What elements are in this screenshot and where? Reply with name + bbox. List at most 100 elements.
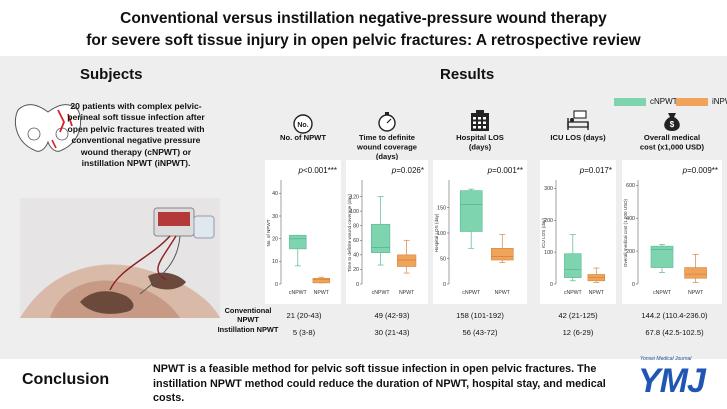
chart-panel-1: No. No. of NPWT p<0.001*** 0 10 20 30 40 No. of … [265,114,341,304]
results-heading: Results [440,66,495,83]
y-tick-label: 40 [272,191,278,197]
svg-text:$: $ [670,120,675,129]
iqr-box [650,245,674,268]
cell-npwt-instillation: 5 (3-8) [292,328,316,337]
journal-name: Yonsei Medical Journal [640,356,692,362]
y-tick-label: 20 [272,236,278,242]
plot-area [433,160,527,304]
y-tick-label: 150 [437,205,446,211]
p-value: p=0.017* [579,166,612,175]
chart-panel-5: $ Overall medical cost (x1,000 USD) p=0.009… [622,113,722,304]
row-header-conventional: Conventional NPWT [224,306,272,324]
y-axis-label: Overall medical cost (1,000 USD) [623,198,628,267]
y-tick-label: 400 [626,216,635,222]
p-value: p=0.001** [487,166,523,175]
cell-icu-conventional: 42 (21-125) [558,311,598,320]
x-tick-label: NPWT [399,290,415,296]
iqr-box [684,267,707,279]
y-tick-label: 0 [550,282,553,288]
chart-title: Time to definite wound coverage (days) [356,133,417,161]
y-tick-label: 300 [544,186,553,192]
legend-label-cnpwt: cNPWT [650,97,678,106]
box-inpwt [587,267,606,283]
cell-coverage-conventional: 49 (42-93) [374,311,410,320]
chart-panel-4: ICU LOS (days) p=0.017* 0 100 200 300 ICU LOS … [540,110,616,304]
box-inpwt [490,234,514,263]
p-value: p=0.009** [682,166,718,175]
y-tick-label: 80 [353,224,359,230]
stopwatch-icon [378,112,396,132]
y-tick-label: 600 [626,183,635,189]
y-tick-label: 20 [353,267,359,273]
box-cnpwt [289,234,307,267]
x-tick-label: NPWT [495,290,511,296]
y-tick-label: 60 [353,238,359,244]
npwt-illustration [20,198,220,318]
y-tick-label: 200 [544,218,553,224]
svg-text:No.: No. [297,122,308,129]
y-tick-label: 10 [272,259,278,265]
box-cnpwt [459,188,483,249]
conclusion-text: NPWT is a feasible method for pelvic sof… [153,363,606,404]
box-inpwt [312,276,331,284]
page-title: Conventional versus instillation negativ… [0,8,727,52]
money-bag-icon: $ [664,113,680,131]
p-value: p<0.001*** [298,166,337,175]
iqr-box [397,254,417,267]
y-axis-label: No. of NPWT [266,219,271,246]
chart-title: Hospital LOS (days) [456,133,504,152]
no-icon: No. [293,114,313,134]
journal-logo: YMJ [638,362,706,400]
chart-title: Overall medical cost (x1,000 USD) [640,133,705,152]
cell-npwt-conventional: 21 (20-43) [286,311,322,320]
x-tick-label: NPWT [589,290,605,296]
plot-area [622,160,722,304]
row-header-instillation: Instillation NPWT [217,325,279,334]
x-tick-label: NPWT [314,290,330,296]
cell-icu-instillation: 12 (6-29) [562,328,594,337]
y-tick-label: 50 [440,256,446,262]
y-axis-label: Hospital LOS (day) [434,213,439,252]
y-axis-label: ICU LOS (day) [541,217,546,248]
chart-title: No. of NPWT [280,133,326,142]
chart-title: ICU LOS (days) [550,133,606,142]
iqr-box [459,190,483,232]
iqr-box [370,223,391,253]
cell-coverage-instillation: 30 (21-43) [374,328,410,337]
title-line-1: Conventional versus instillation negativ… [120,10,607,27]
x-tick-label: cNPWT [564,290,583,296]
x-tick-label: NPWT [688,290,704,296]
icu-bed-icon [567,110,589,130]
y-tick-label: 40 [353,253,359,259]
y-tick-label: 0 [275,282,278,288]
y-tick-label: 0 [632,282,635,288]
legend-label-inpwt: iNPWT [712,97,727,106]
cell-cost-instillation: 67.8 (42.5-102.5) [645,328,704,337]
chart-panel-3: Hospital LOS (days) p=0.001** 0 50 100 150 Hosp… [433,110,527,304]
cell-cost-conventional: 144.2 (110.4-236.0) [641,311,708,320]
y-tick-label: 100 [544,250,553,256]
legend-swatch-cnpwt [614,98,646,106]
chart-panel-2: Time to definite wound coverage (days) p=0.… [346,112,428,304]
iqr-box [289,234,307,250]
x-tick-label: cNPWT [289,290,308,296]
iqr-box [564,253,582,278]
x-tick-label: cNPWT [462,290,481,296]
cell-hospital-instillation: 56 (43-72) [462,328,498,337]
pelvis-illustration [14,104,82,152]
conclusion-heading: Conclusion [22,371,110,388]
title-line-2: for severe soft tissue injury in open pe… [86,32,641,49]
hospital-icon [471,110,489,131]
y-tick-label: 100 [437,231,446,237]
box-cnpwt [564,234,582,282]
x-tick-label: cNPWT [372,290,391,296]
y-tick-label: 100 [350,209,359,215]
subjects-heading: Subjects [80,66,143,83]
y-tick-label: 0 [443,282,446,288]
iqr-box [490,248,514,261]
box-cnpwt [650,244,674,273]
x-tick-label: cNPWT [653,290,672,296]
legend-swatch-inpwt [676,98,708,106]
subjects-description: 20 patients with complex pelvic-perineal… [67,101,205,169]
